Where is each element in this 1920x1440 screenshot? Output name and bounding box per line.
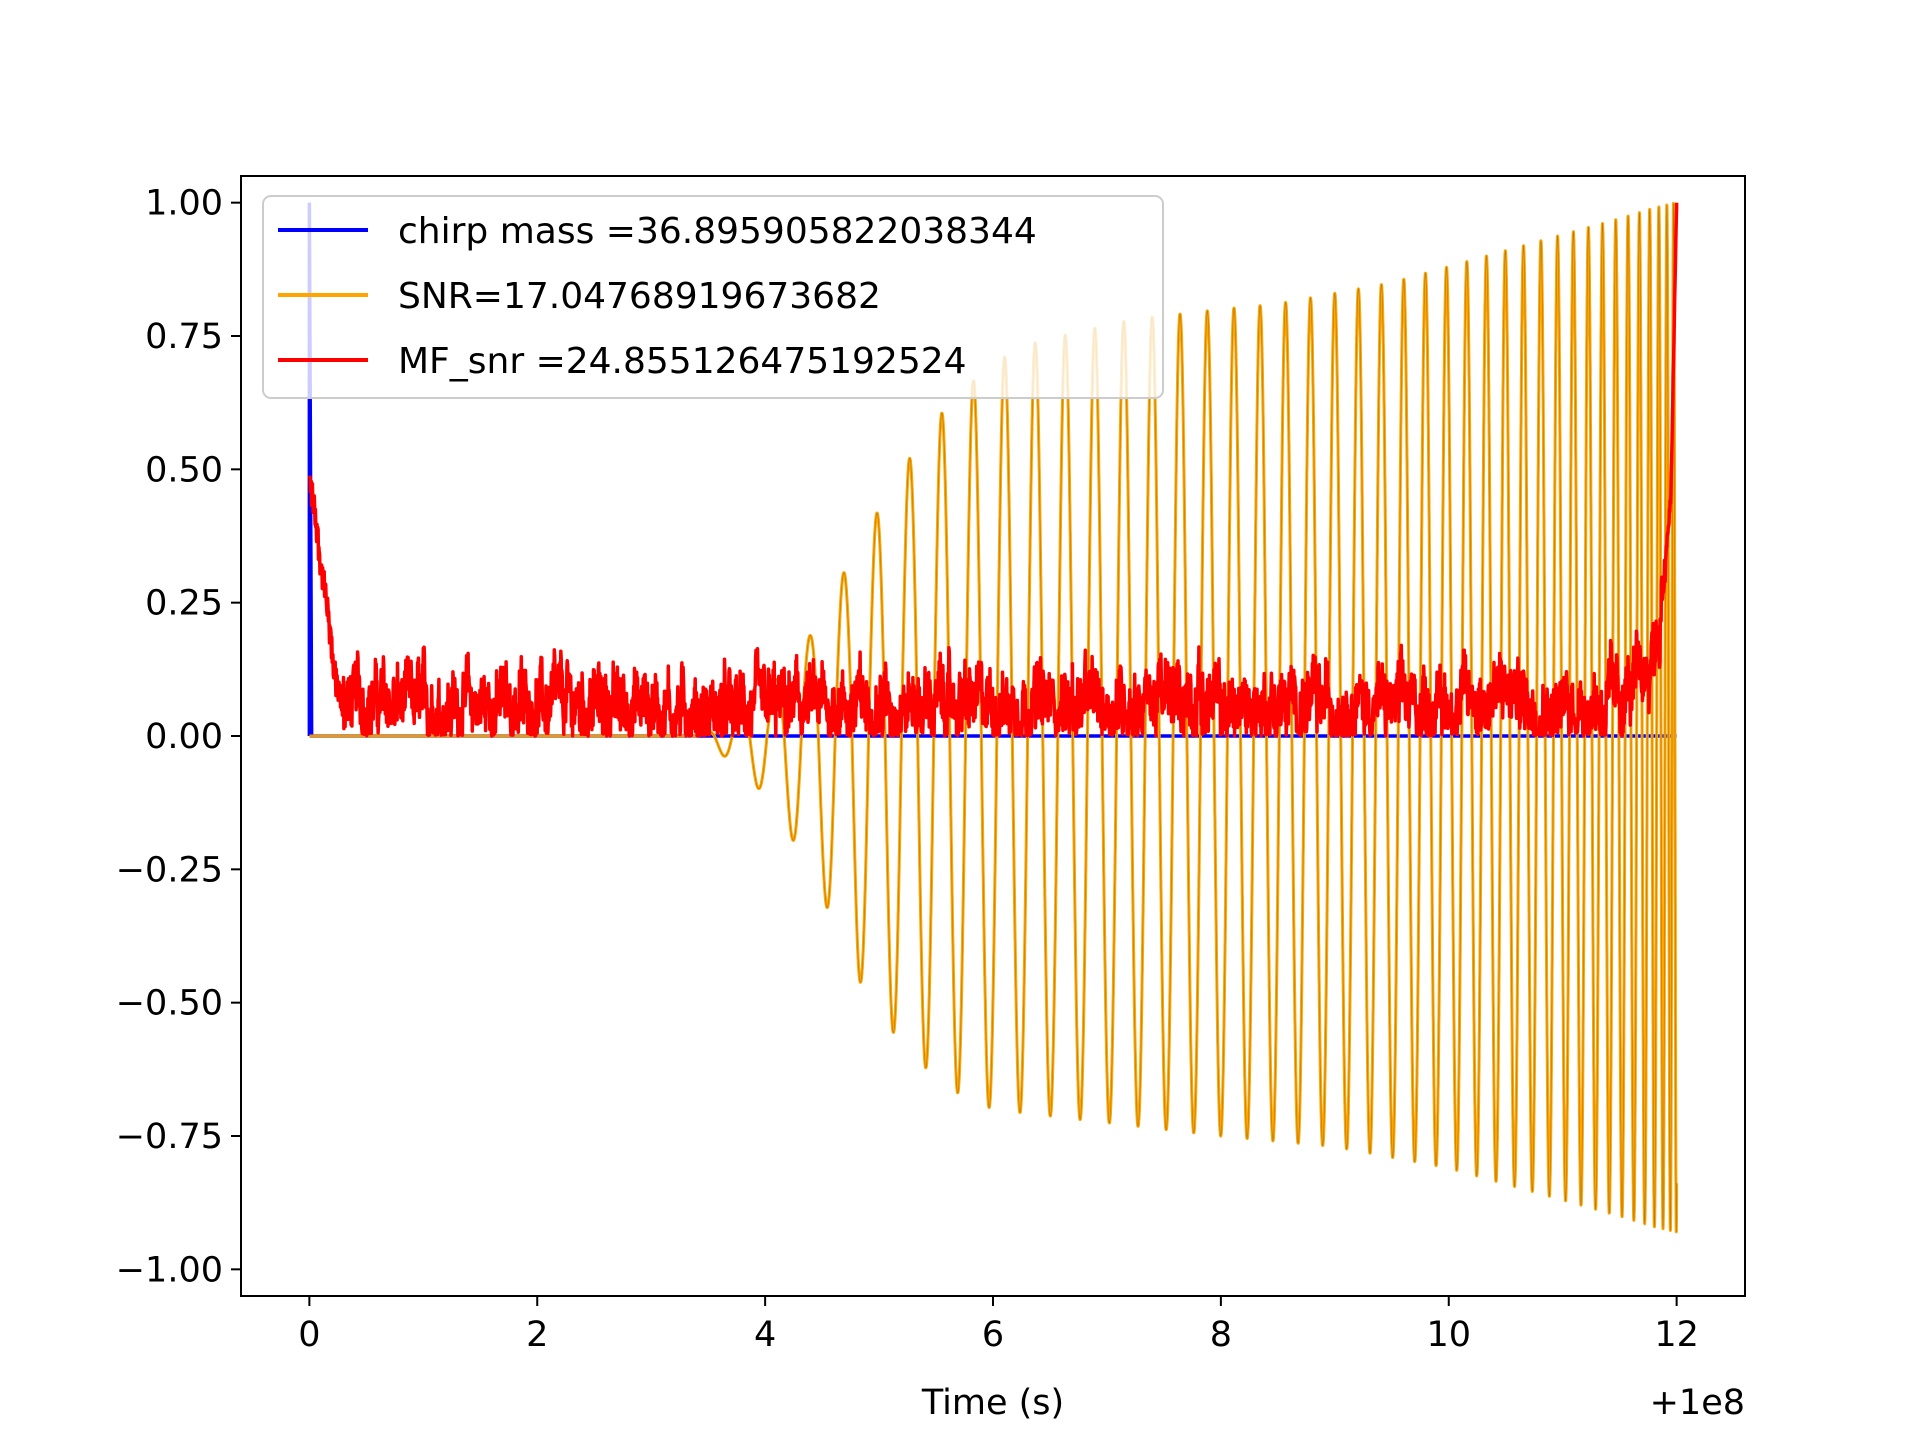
y-tick-label: −0.50: [116, 984, 223, 1024]
x-tick-label: 8: [1210, 1315, 1232, 1355]
x-tick-label: 4: [754, 1315, 776, 1355]
legend: chirp mass =36.895905822038344 SNR=17.04…: [262, 195, 1164, 399]
y-tick-label: 1.00: [145, 184, 223, 224]
x-tick-label: 0: [298, 1315, 320, 1355]
y-tick-label: 0.50: [145, 450, 223, 490]
y-tick-label: 0.75: [145, 317, 223, 357]
y-tick-label: −1.00: [116, 1250, 223, 1290]
y-axis: 1.00 0.75 0.50 0.25 0.00 −0.25 −0.50 −0.75 −1.00: [116, 184, 241, 1290]
x-tick-label: 6: [982, 1315, 1004, 1355]
y-tick-label: 0.25: [145, 584, 223, 624]
series-snr-edge: [309, 203, 1677, 1232]
x-tick-label: 10: [1426, 1315, 1471, 1355]
x-offset-label: +1e8: [1650, 1383, 1745, 1423]
x-axis-title: Time (s): [921, 1383, 1064, 1423]
x-tick-label: 12: [1654, 1315, 1699, 1355]
legend-label-mf-snr: MF_snr =24.855126475192524: [398, 341, 967, 382]
x-tick-label: 2: [526, 1315, 548, 1355]
legend-label-snr: SNR=17.04768919673682: [398, 276, 881, 317]
y-tick-label: −0.25: [116, 850, 223, 890]
series-mf-snr-line: [307, 202, 1679, 738]
x-axis: 0 2 4 6 8 10 12: [298, 1296, 1699, 1355]
series-layer: [307, 201, 1679, 1234]
y-tick-label: 0.00: [145, 717, 223, 757]
legend-label-chirp-mass: chirp mass =36.895905822038344: [398, 211, 1037, 252]
y-tick-label: −0.75: [116, 1117, 223, 1157]
legend-frame: [262, 195, 1164, 399]
